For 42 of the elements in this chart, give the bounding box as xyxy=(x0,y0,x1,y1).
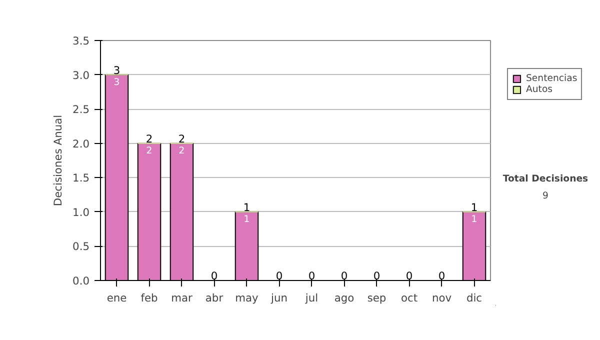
y-tick-label: 1.0 xyxy=(72,206,90,219)
total-label: 0 xyxy=(308,270,316,282)
total-label: 1 xyxy=(470,200,478,214)
y-tick-label: 2.0 xyxy=(72,137,90,150)
x-tick-label: abr xyxy=(205,292,224,304)
total-label: 1 xyxy=(243,200,250,214)
total-label: 0 xyxy=(406,270,413,282)
x-tick-label: may xyxy=(235,292,258,304)
total-label: 0 xyxy=(276,270,283,282)
x-tick-label: feb xyxy=(140,292,158,304)
data-label: 2 xyxy=(178,145,185,156)
y-tick-label: 1.5 xyxy=(72,172,90,185)
x-tick-label: dic xyxy=(466,292,482,304)
total-label: 2 xyxy=(146,132,153,146)
y-tick-label: 0.0 xyxy=(72,274,90,288)
x-tick-label: ago xyxy=(334,292,354,304)
x-tick-label: jul xyxy=(304,292,318,304)
text: 9 xyxy=(542,190,549,202)
y-tick-label: 0.5 xyxy=(72,240,90,254)
x-tick-label: mar xyxy=(171,292,194,304)
x-tick-label: sep xyxy=(367,292,386,304)
y-tick-label: 3.0 xyxy=(72,68,90,82)
y-axis-title: Decisiones Anual xyxy=(52,114,65,206)
data-label: 1 xyxy=(244,214,250,225)
x-tick-label: jun xyxy=(270,292,288,304)
x-tick-label: ene xyxy=(106,292,127,304)
data-label: 3 xyxy=(114,76,120,88)
y-tick-label: 2.5 xyxy=(72,103,90,116)
y-tick-label: 3.5 xyxy=(72,34,90,48)
total-label: 0 xyxy=(340,270,348,282)
total-label: 0 xyxy=(373,270,380,282)
total-label: 0 xyxy=(438,270,446,282)
total-label: 0 xyxy=(210,270,218,282)
text: Total Decisiones xyxy=(502,174,589,185)
data-label: 2 xyxy=(146,145,152,156)
total-label: 2 xyxy=(178,132,186,146)
x-tick-label: nov xyxy=(432,292,452,304)
total-label: 3 xyxy=(113,64,120,77)
data-label: 1 xyxy=(471,214,478,225)
legend-label: Sentencias xyxy=(526,73,578,84)
legend-label: Autos xyxy=(526,84,553,95)
x-tick-label: oct xyxy=(400,292,418,304)
